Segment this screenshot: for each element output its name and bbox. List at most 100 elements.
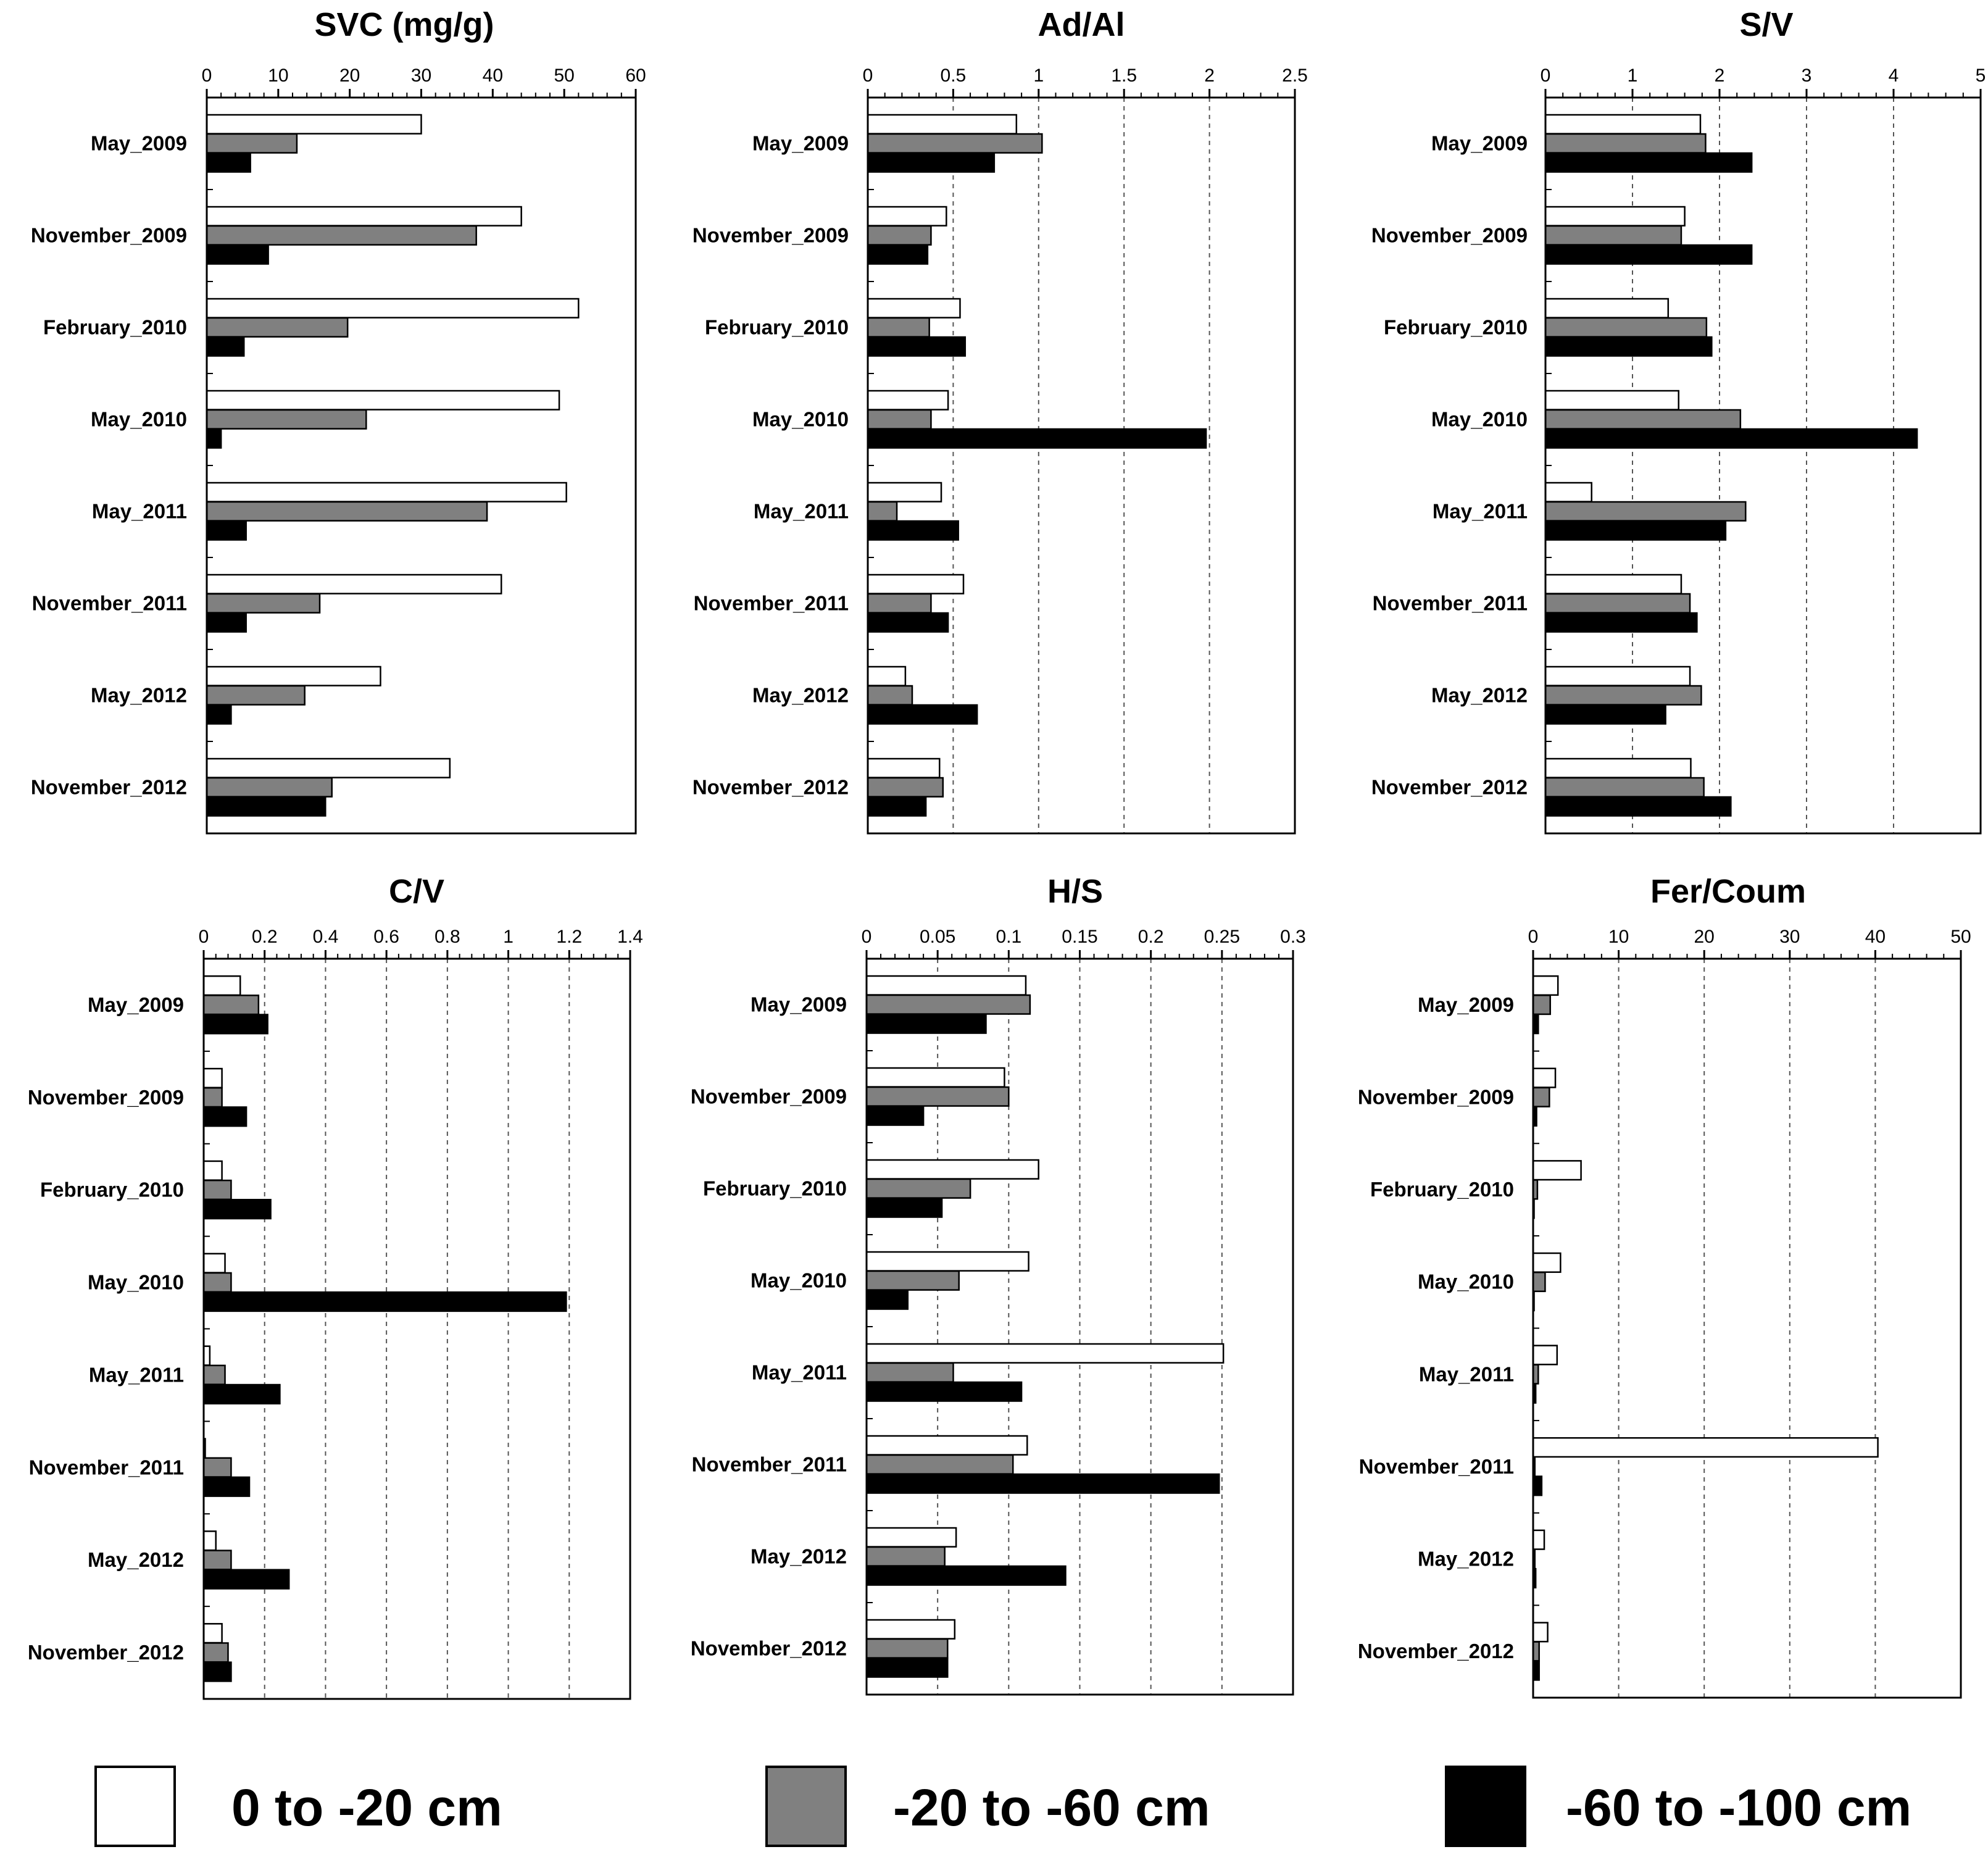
bar [865,1270,960,1291]
category-label: May_2010 [752,408,849,431]
bar [1532,1475,1543,1496]
bar [1532,1529,1545,1550]
x-tick-label: 40 [1865,927,1886,947]
bar [202,1106,247,1127]
x-tick-label: 1 [1033,65,1044,86]
x-tick-label: 0.2 [1138,927,1164,947]
x-tick-label: 60 [625,65,646,86]
legend-label: -20 to -60 cm [893,1779,1210,1837]
plot-frame [1532,957,1962,1699]
category-label: May_2011 [752,1361,847,1384]
bar [202,1623,223,1644]
category-label: May_2011 [89,1363,184,1386]
bar [867,501,898,522]
bar [1544,152,1753,173]
bar [865,1435,1028,1456]
x-tick-label: 1.4 [617,927,643,947]
category-label: May_2012 [1418,1548,1514,1570]
bar [867,685,913,706]
bar [865,1381,1023,1402]
category-label: May_2009 [1431,132,1528,155]
bar [867,482,942,503]
panel-2: Ad/Al 0 0.5 1 1.5 2 2.5 May_2009 November_2009 Fe… [692,6,1308,835]
x-tick-label: 10 [268,65,288,86]
x-tick-label: 0.15 [1062,927,1097,947]
category-label: November_2011 [694,592,849,615]
bar [865,975,1027,996]
bar [202,1179,232,1201]
category-label: November_2012 [691,1637,847,1660]
bar [865,1546,946,1567]
category-label: November_2012 [692,776,849,799]
category-label: May_2010 [1418,1270,1514,1293]
plot-frame [865,957,1294,1696]
bar [1544,428,1918,449]
category-label: November_2012 [1358,1640,1514,1662]
bar [206,612,247,633]
bar [867,757,941,778]
bar [206,501,488,522]
legend-label: 0 to -20 cm [231,1779,502,1837]
bar [1544,317,1708,338]
x-tick-label: 0 [1528,927,1539,947]
category-label: November_2011 [1373,592,1528,615]
bar [206,685,306,706]
bar [865,1159,1039,1180]
x-tick-label: 0 [202,65,212,86]
x-tick-label: 0.25 [1204,927,1240,947]
bar [206,114,422,135]
bar [1532,1067,1557,1088]
panel-6: Fer/Coum 0 10 20 30 40 50 May_2009 November_2009… [1358,873,1971,1699]
bar [865,1086,1010,1107]
bar [867,114,1018,135]
bar [867,428,1207,449]
bar [867,704,978,725]
plot-frame [206,96,637,835]
bar [1544,482,1592,503]
x-tick-label: 1.5 [1111,65,1137,86]
bar [1532,1345,1558,1366]
category-label: November_2011 [29,1456,184,1479]
x-tick-label: 0.2 [252,927,278,947]
category-label: November_2009 [31,224,187,247]
bar [202,1087,223,1108]
category-label: November_2009 [692,224,849,247]
bar [1544,390,1679,411]
category-label: February_2010 [1384,316,1528,339]
bar [867,777,944,798]
x-tick-label: 0.6 [373,927,399,947]
bar [865,1657,949,1678]
x-tick-label: 2 [1715,65,1725,86]
category-label: May_2012 [88,1548,184,1571]
bar [206,593,321,614]
category-label: November_2012 [1371,776,1528,799]
bar [206,520,247,541]
bar [865,1178,971,1199]
bar [865,1454,1014,1475]
plot-frame [867,96,1296,835]
bar [1532,1271,1546,1293]
bar [865,1197,943,1218]
bar [867,390,949,411]
bar [867,298,961,319]
bar [202,1067,223,1089]
panel-title: Ad/Al [1038,6,1125,43]
plot-frame [202,957,631,1700]
x-tick-label: 0 [1541,65,1551,86]
bar [867,665,907,686]
bar [865,1527,957,1548]
panel-3: S/V 0 1 2 3 4 5 May_2009 November_2009 February_2… [1371,6,1986,835]
legend-swatch [1445,1766,1526,1847]
x-tick-label: 0 [863,65,873,86]
bar [867,409,932,430]
bar [865,1343,1225,1364]
category-label: May_2010 [88,1271,184,1294]
x-tick-label: 20 [1694,927,1715,947]
x-tick-label: 3 [1802,65,1812,86]
x-tick-label: 0 [199,927,209,947]
bar [1544,206,1686,227]
bar [206,152,251,173]
bar [1544,665,1691,686]
bar [1544,298,1670,319]
panel-title: SVC (mg/g) [315,6,494,43]
